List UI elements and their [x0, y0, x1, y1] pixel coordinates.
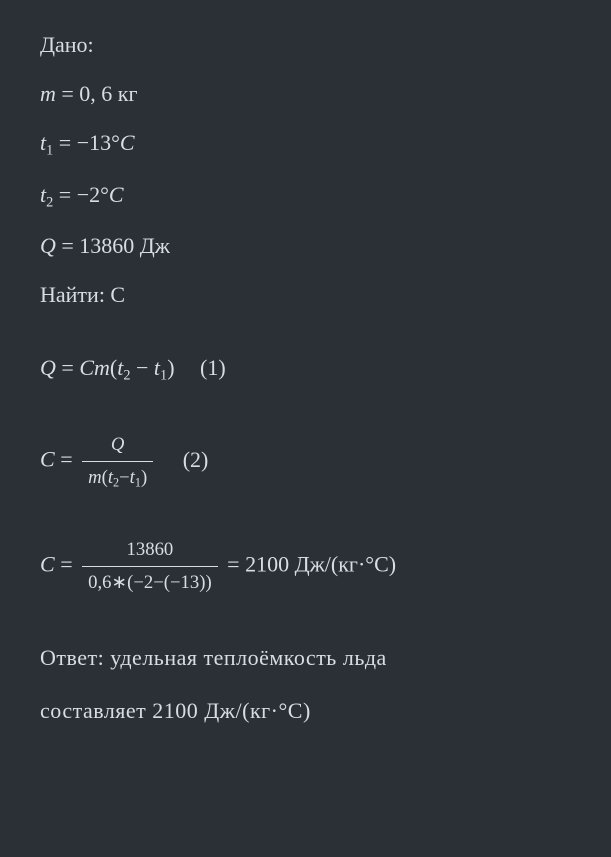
eq1-close: )	[167, 355, 174, 380]
eq3-eq2: =	[222, 552, 245, 577]
t1-value: = −13	[59, 130, 111, 155]
t2-sub: 2	[46, 194, 53, 210]
eq3-result: 2100 Дж/(кг·°С)	[245, 552, 396, 577]
eq2-label: (2)	[183, 447, 209, 472]
equation-2: C = Q m(t2−t1) (2)	[40, 431, 571, 492]
eq2-den-minus: −	[119, 467, 130, 488]
eq3-lhs: C	[40, 552, 55, 577]
given-label: Дано:	[40, 28, 571, 61]
eq2-den-close: )	[141, 467, 147, 488]
eq2-lhs: C	[40, 447, 55, 472]
eq1-m: m	[94, 355, 110, 380]
eq2-eq: =	[55, 447, 78, 472]
eq3-num: 13860	[82, 536, 218, 567]
t2-value: = −2	[59, 182, 100, 207]
eq1-minus: −	[131, 355, 154, 380]
eq1-eq: =	[56, 355, 79, 380]
find-label: Найти: C	[40, 278, 571, 311]
q-value: = 13860 Дж	[61, 233, 170, 258]
equation-3: C = 13860 0,6∗(−2−(−13)) = 2100 Дж/(кг·°…	[40, 536, 571, 597]
eq2-num-q: Q	[111, 434, 125, 455]
eq3-den: 0,6∗(−2−(−13))	[82, 567, 218, 597]
q-symbol: Q	[40, 233, 56, 258]
eq1-lhs: Q	[40, 355, 56, 380]
mass-value: = 0, 6 кг	[61, 81, 137, 106]
given-mass: m = 0, 6 кг	[40, 77, 571, 110]
t1-sub: 1	[46, 142, 53, 158]
eq1-c: C	[79, 355, 94, 380]
eq1-t2-sub: 2	[123, 368, 130, 384]
eq3-frac: 13860 0,6∗(−2−(−13))	[82, 536, 218, 597]
equation-1: Q = Cm(t2 − t1) (1)	[40, 351, 571, 387]
t1-deg: °	[111, 130, 120, 155]
t1-unit: C	[120, 130, 135, 155]
eq2-den-m: m	[88, 467, 102, 488]
answer-line-2: составляет 2100 Дж/(кг·°С)	[40, 694, 571, 727]
t2-deg: °	[100, 182, 109, 207]
given-t2: t2 = −2°C	[40, 178, 571, 214]
answer-line-1: Ответ: удельная теплоёмкость льда	[40, 641, 571, 674]
eq2-frac: Q m(t2−t1)	[82, 431, 153, 492]
given-t1: t1 = −13°C	[40, 126, 571, 162]
eq1-label: (1)	[200, 355, 226, 380]
t2-unit: C	[109, 182, 124, 207]
mass-symbol: m	[40, 81, 56, 106]
eq3-eq: =	[55, 552, 78, 577]
given-q: Q = 13860 Дж	[40, 229, 571, 262]
